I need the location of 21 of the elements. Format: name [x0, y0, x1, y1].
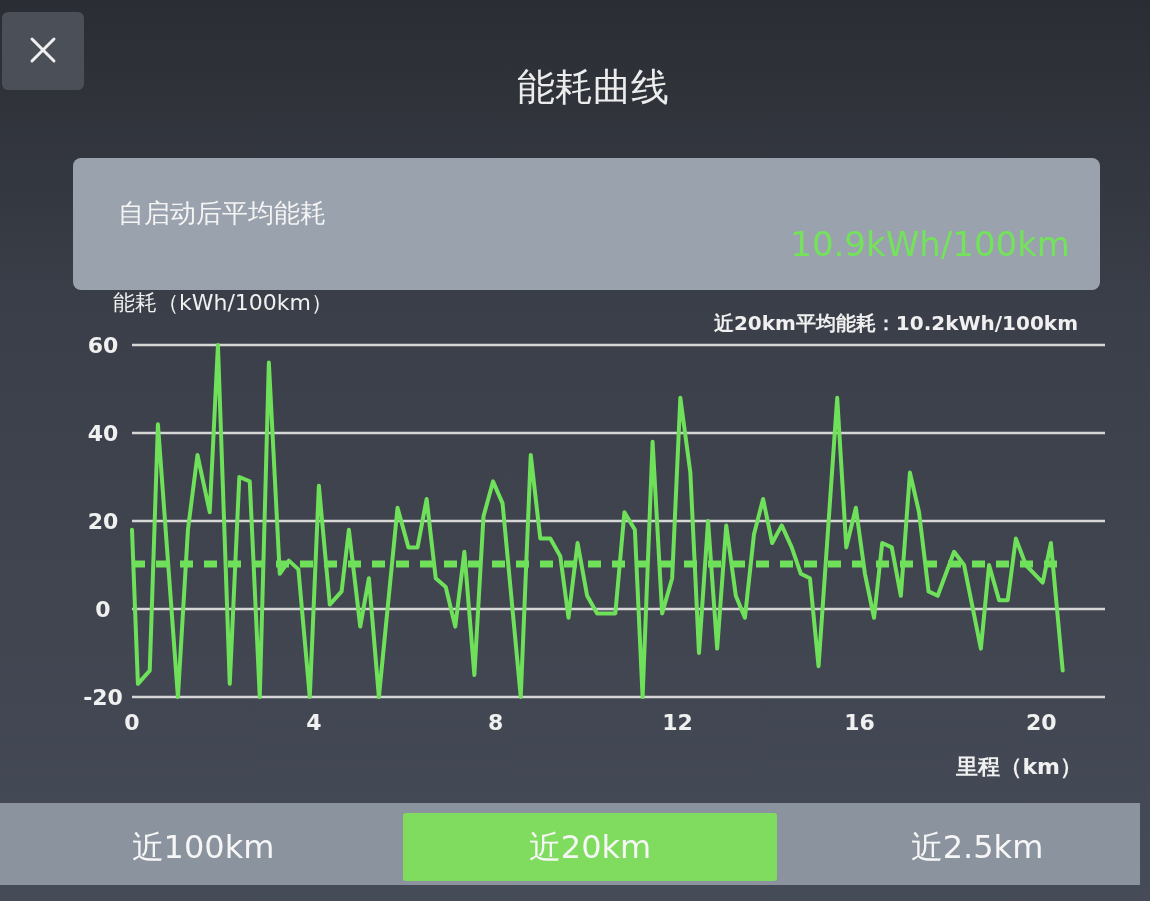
- text: 近100km: [131, 828, 275, 866]
- x-tick-label: 4: [306, 710, 322, 735]
- x-tick-label: 12: [662, 710, 693, 735]
- y-tick-label: 60: [87, 333, 119, 358]
- text: 近20km: [528, 828, 652, 866]
- y-tick-label: 40: [87, 421, 119, 446]
- x-tick-label: 20: [1026, 710, 1057, 735]
- y-tick-label: 0: [95, 597, 111, 622]
- y-tick-label: -20: [83, 685, 123, 710]
- x-tick-label: 0: [124, 710, 140, 735]
- y-tick-label: 20: [87, 509, 119, 534]
- text: 10.9kWh/100km: [790, 224, 1070, 264]
- x-tick-label: 16: [844, 710, 875, 735]
- y-axis-title: 能耗（kWh/100km）: [113, 290, 334, 315]
- line-series: [130, 343, 1065, 699]
- text: 自启动后平均能耗: [118, 198, 326, 228]
- x-tick-label: 8: [488, 710, 504, 735]
- text: 近20km平均能耗：10.2kWh/100km: [712, 311, 1078, 335]
- x-axis-title: 里程（km）: [955, 754, 1082, 779]
- text: 近2.5km: [910, 828, 1044, 866]
- chart-title: 能耗曲线: [517, 65, 669, 109]
